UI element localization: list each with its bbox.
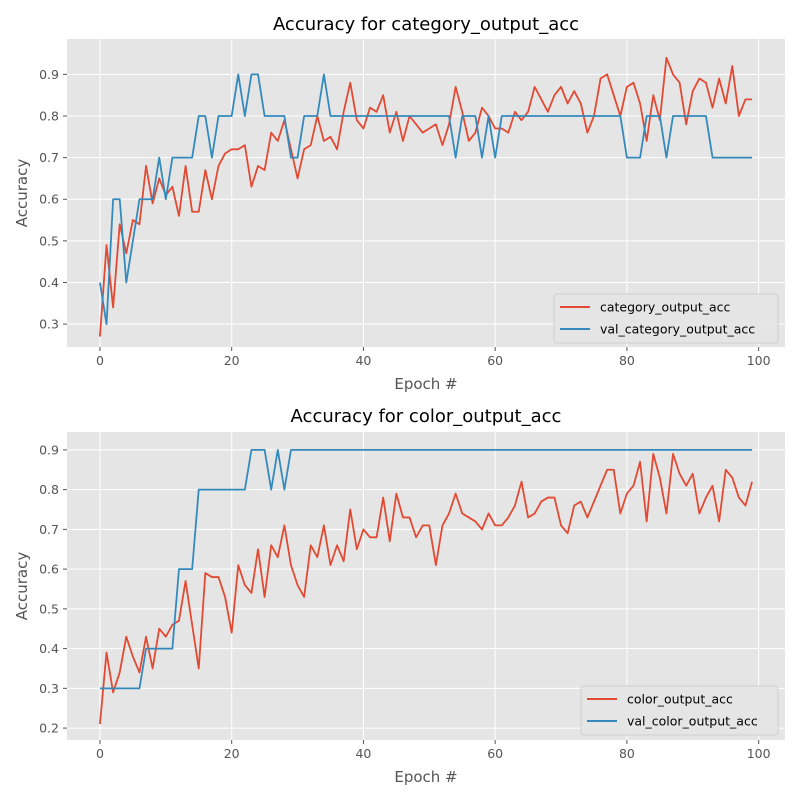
ticks: 0 20 40 60 80 100 0.3 0.4 0.5 0.6 0.7 0.8 0.9 — [39, 67, 771, 368]
series-line-val-color-output-acc — [99, 448, 753, 690]
y-axis-label: Accuracy — [13, 159, 31, 228]
y-tick-label: 0.5 — [39, 601, 59, 616]
x-tick-label: 100 — [747, 746, 771, 761]
legend: color_output_acc val_color_output_acc — [580, 685, 779, 736]
legend: category_output_acc val_category_output_… — [553, 293, 779, 344]
x-tick-label: 80 — [619, 353, 635, 368]
y-tick-label: 0.7 — [39, 150, 59, 165]
legend-label-1: val_category_output_acc — [600, 322, 755, 337]
y-tick-label: 0.8 — [39, 482, 59, 497]
subplot-color-accuracy: Accuracy for color_output_acc 0 20 40 60 80 1… — [13, 406, 785, 786]
x-tick-label: 60 — [487, 746, 503, 761]
x-tick-label: 20 — [224, 746, 240, 761]
legend-label-1: val_color_output_acc — [627, 714, 758, 729]
y-tick-label: 0.3 — [39, 681, 59, 696]
series-lines — [99, 448, 753, 725]
y-tick-label: 0.7 — [39, 522, 59, 537]
x-tick-label: 40 — [355, 746, 371, 761]
x-axis-label: Epoch # — [394, 768, 457, 786]
chart-title: Accuracy for category_output_acc — [273, 14, 579, 35]
y-tick-label: 0.2 — [39, 721, 59, 736]
legend-label-0: category_output_acc — [600, 300, 731, 315]
chart-title: Accuracy for color_output_acc — [291, 406, 562, 427]
y-tick-label: 0.4 — [39, 275, 59, 290]
series-lines — [99, 56, 753, 337]
ticks: 0 20 40 60 80 100 0.2 0.3 0.4 0.5 0.6 0.7 0.8 0.9 — [39, 442, 771, 761]
y-tick-label: 0.9 — [39, 442, 59, 457]
x-tick-label: 60 — [487, 353, 503, 368]
x-axis-label: Epoch # — [394, 375, 457, 393]
y-tick-label: 0.5 — [39, 233, 59, 248]
x-tick-label: 80 — [619, 746, 635, 761]
series-line-color-output-acc — [99, 452, 753, 725]
legend-box — [553, 293, 779, 344]
x-tick-label: 40 — [355, 353, 371, 368]
y-tick-label: 0.4 — [39, 641, 59, 656]
y-tick-label: 0.8 — [39, 109, 59, 124]
legend-label-0: color_output_acc — [627, 692, 733, 707]
y-tick-label: 0.9 — [39, 67, 59, 82]
x-tick-label: 0 — [96, 746, 104, 761]
x-tick-label: 20 — [224, 353, 240, 368]
series-line-category-output-acc — [99, 56, 753, 337]
x-tick-label: 100 — [747, 353, 771, 368]
y-tick-label: 0.6 — [39, 192, 59, 207]
legend-box — [580, 685, 779, 736]
x-tick-label: 0 — [96, 353, 104, 368]
y-tick-label: 0.6 — [39, 562, 59, 577]
y-tick-label: 0.3 — [39, 317, 59, 332]
y-axis-label: Accuracy — [13, 552, 31, 621]
subplot-category-accuracy: Accuracy for category_output_acc 0 20 40 60… — [13, 14, 785, 393]
series-line-val-category-output-acc — [99, 73, 753, 326]
